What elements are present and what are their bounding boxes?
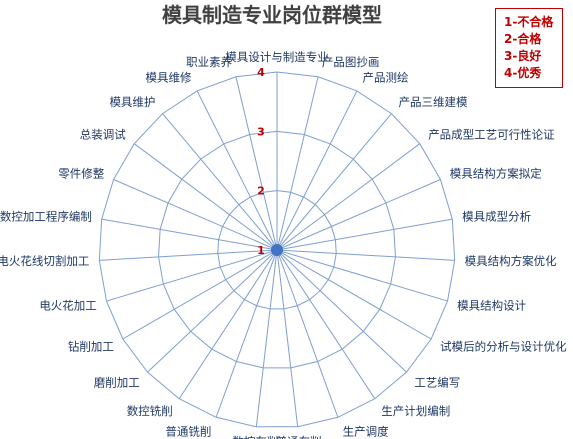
legend-item: 4-优秀 [504, 66, 542, 80]
axis-spoke [235, 76, 278, 251]
axis-label: 总装调试 [80, 128, 126, 142]
axis-spoke [106, 249, 278, 302]
axis-spoke [99, 249, 278, 261]
axis-spoke [276, 249, 455, 261]
chart-title: 模具制造专业岗位群模型 [162, 3, 382, 27]
axis-spoke [276, 249, 448, 302]
axis-label: 数控加工程序编制 [0, 209, 92, 223]
axis-label: 产品成型工艺可行性论证 [428, 128, 555, 142]
axis-spoke [178, 249, 278, 399]
tick-label: 2 [257, 185, 265, 198]
axis-label: 模具成型分析 [462, 209, 531, 223]
legend: 1-不合格 2-合格 3-良好 4-优秀 [495, 8, 563, 88]
axis-spoke [276, 249, 432, 340]
axis-spoke [276, 218, 453, 251]
axis-spoke [196, 90, 278, 251]
axis-label: 模具结构方案拟定 [450, 167, 542, 181]
tick-label: 1 [257, 244, 265, 257]
axis-spoke [133, 143, 278, 251]
axis-label: 模具维修 [146, 71, 192, 85]
axis-spoke [276, 90, 358, 251]
axis-spoke [101, 218, 278, 251]
axis-spoke [276, 76, 319, 251]
axis-spoke [276, 249, 299, 427]
axis-label: 普通车削 [276, 435, 322, 439]
axis-spoke [276, 179, 441, 251]
axis-label: 钻削加工 [68, 340, 114, 354]
axis-label: 产品测绘 [362, 71, 408, 85]
axis-spoke [276, 143, 421, 251]
grid-ring [158, 130, 396, 369]
axis-spoke [276, 113, 392, 251]
grid-ring [98, 71, 456, 428]
axis-spoke [276, 249, 407, 373]
radar-grid [98, 71, 456, 428]
axis-label: 生产计划编制 [381, 404, 450, 418]
axis-spoke [113, 179, 278, 251]
axis-spoke [276, 249, 376, 399]
axis-label: 生产调度 [343, 424, 389, 438]
axis-label: 磨削加工 [94, 375, 140, 389]
axis-label: 数控铣削 [127, 404, 173, 418]
axis-label: 普通铣削 [165, 424, 211, 438]
tick-label: 3 [257, 125, 265, 138]
axis-label: 工艺编写 [414, 375, 460, 389]
grid-ring [217, 190, 337, 310]
axis-spoke [255, 249, 278, 427]
axis-label: 模具设计与制造专业 [225, 50, 329, 64]
axis-spoke [162, 113, 278, 251]
axis-label: 电火花线切割加工 [0, 254, 89, 268]
axis-label: 模具结构设计 [457, 298, 526, 312]
axis-spoke [276, 249, 339, 418]
axis-spoke [122, 249, 278, 340]
axis-label: 模具维护 [109, 95, 155, 109]
axis-label: 产品图抄画 [322, 55, 380, 69]
radar-ticks: 1 2 3 4 [257, 66, 265, 257]
radar-axis-labels: 模具设计与制造专业产品图抄画产品测绘产品三维建模产品成型工艺可行性论证模具结构方… [0, 50, 567, 439]
axis-label: 模具结构方案优化 [465, 254, 557, 268]
axis-label: 职业素养 [186, 55, 232, 69]
axis-spoke [215, 249, 278, 418]
axis-spoke [147, 249, 278, 373]
legend-item: 2-合格 [504, 32, 542, 46]
radar-series [271, 244, 283, 256]
axis-label: 零件修整 [58, 167, 104, 181]
axis-label: 数控车削 [232, 435, 278, 439]
center-marker [271, 244, 283, 256]
tick-label: 4 [257, 66, 265, 79]
axis-label: 电火花加工 [39, 298, 97, 312]
legend-item: 1-不合格 [504, 15, 554, 29]
radar-spokes [99, 72, 455, 427]
axis-label: 产品三维建模 [399, 95, 468, 109]
legend-item: 3-良好 [504, 49, 542, 63]
axis-label: 试模后的分析与设计优化 [440, 340, 567, 354]
